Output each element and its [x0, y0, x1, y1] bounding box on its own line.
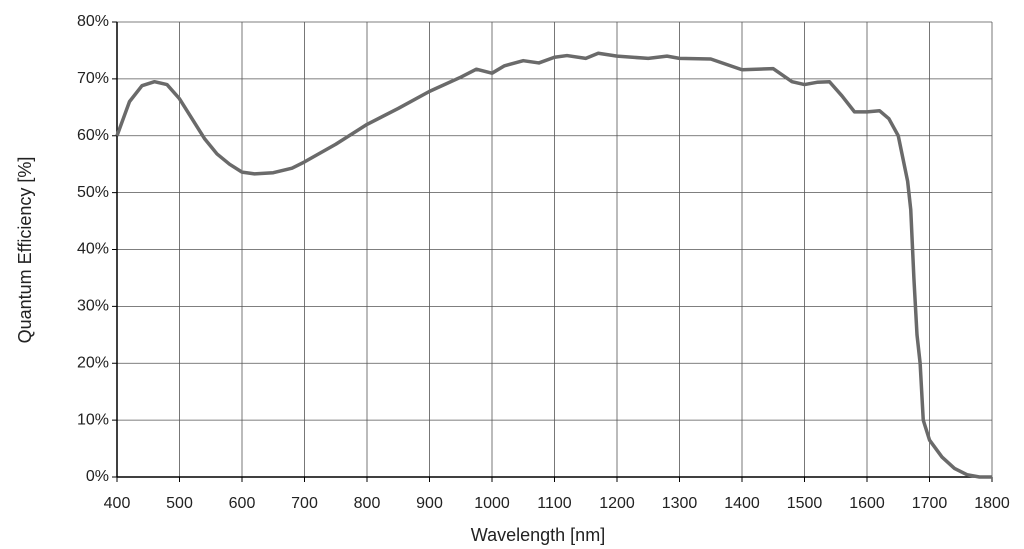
- x-tick-label: 400: [104, 495, 131, 512]
- y-tick-label: 60%: [77, 127, 109, 144]
- x-tick-label: 1600: [849, 495, 885, 512]
- x-tick-label: 700: [291, 495, 318, 512]
- y-tick-label: 30%: [77, 298, 109, 315]
- x-tick-label: 1200: [599, 495, 635, 512]
- y-tick-label: 0%: [86, 468, 109, 485]
- x-axis-title: Wavelength [nm]: [471, 525, 605, 545]
- x-tick-label: 1100: [537, 495, 572, 512]
- y-tick-label: 80%: [77, 13, 109, 30]
- x-tick-label: 800: [354, 495, 381, 512]
- line: [115, 51, 992, 479]
- x-tick-label: 900: [416, 495, 443, 512]
- y-tick-label: 20%: [77, 354, 109, 371]
- x-tick-label: 600: [229, 495, 256, 512]
- y-tick-label: 40%: [77, 241, 109, 258]
- y-tick-label: 50%: [77, 184, 109, 201]
- x-tick-label: 1800: [974, 495, 1010, 512]
- x-tick-label: 1700: [912, 495, 948, 512]
- x-tick-label: 1300: [662, 495, 698, 512]
- x-tick-label: 1400: [724, 495, 760, 512]
- x-tick-label: 1000: [474, 495, 510, 512]
- x-tick-label: 1500: [787, 495, 823, 512]
- x-tick-label: 500: [166, 495, 193, 512]
- y-axis-title: Quantum Efficiency [%]: [15, 157, 35, 344]
- y-tick-label: 70%: [77, 70, 109, 87]
- y-tick-label: 10%: [77, 411, 109, 428]
